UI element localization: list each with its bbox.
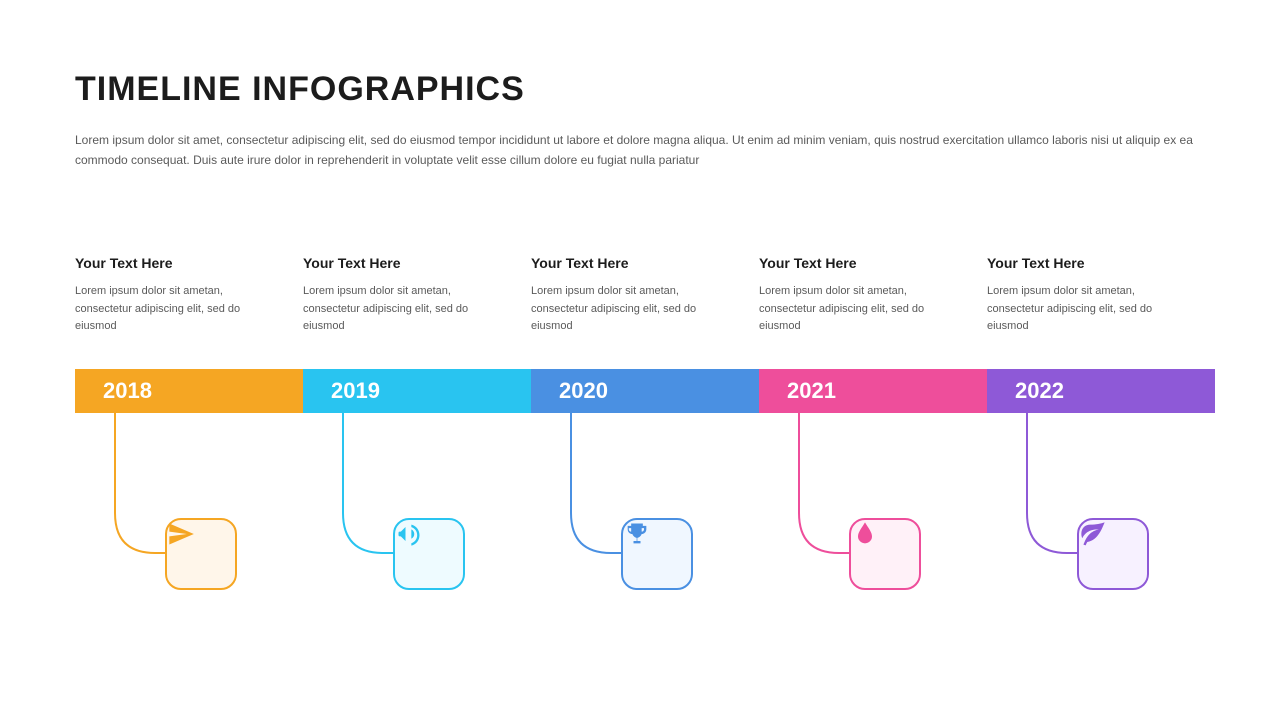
item-desc: Lorem ipsum dolor sit ametan, consectetu… [759,283,949,343]
year-label: 2018 [103,378,152,404]
timeline-item-2019: Your Text Here Lorem ipsum dolor sit ame… [303,255,531,593]
year-label: 2021 [787,378,836,404]
icon-box [165,518,237,590]
connector [303,413,531,593]
icon-box [849,518,921,590]
item-desc: Lorem ipsum dolor sit ametan, consectetu… [75,283,265,343]
connector [987,413,1215,593]
year-bar: 2020 [531,369,759,413]
connector [759,413,987,593]
year-label: 2020 [559,378,608,404]
timeline: Your Text Here Lorem ipsum dolor sit ame… [75,255,1215,593]
timeline-item-2020: Your Text Here Lorem ipsum dolor sit ame… [531,255,759,593]
page-title: TIMELINE INFOGRAPHICS [75,70,525,109]
item-title: Your Text Here [987,255,1215,271]
droplet-icon [851,520,879,548]
timeline-item-2018: Your Text Here Lorem ipsum dolor sit ame… [75,255,303,593]
year-bar: 2019 [303,369,531,413]
leaf-icon [1079,520,1107,548]
item-title: Your Text Here [759,255,987,271]
connector [75,413,303,593]
timeline-item-2022: Your Text Here Lorem ipsum dolor sit ame… [987,255,1215,593]
year-bar: 2021 [759,369,987,413]
year-label: 2019 [331,378,380,404]
item-title: Your Text Here [75,255,303,271]
trophy-icon [623,520,651,548]
timeline-item-2021: Your Text Here Lorem ipsum dolor sit ame… [759,255,987,593]
icon-box [1077,518,1149,590]
page-description: Lorem ipsum dolor sit amet, consectetur … [75,130,1205,171]
item-title: Your Text Here [303,255,531,271]
year-bar: 2018 [75,369,303,413]
item-desc: Lorem ipsum dolor sit ametan, consectetu… [531,283,721,343]
item-desc: Lorem ipsum dolor sit ametan, consectetu… [303,283,493,343]
connector [531,413,759,593]
icon-box [393,518,465,590]
item-title: Your Text Here [531,255,759,271]
item-desc: Lorem ipsum dolor sit ametan, consectetu… [987,283,1177,343]
icon-box [621,518,693,590]
paper-plane-icon [167,520,195,548]
year-bar: 2022 [987,369,1215,413]
megaphone-icon [395,520,423,548]
year-label: 2022 [1015,378,1064,404]
